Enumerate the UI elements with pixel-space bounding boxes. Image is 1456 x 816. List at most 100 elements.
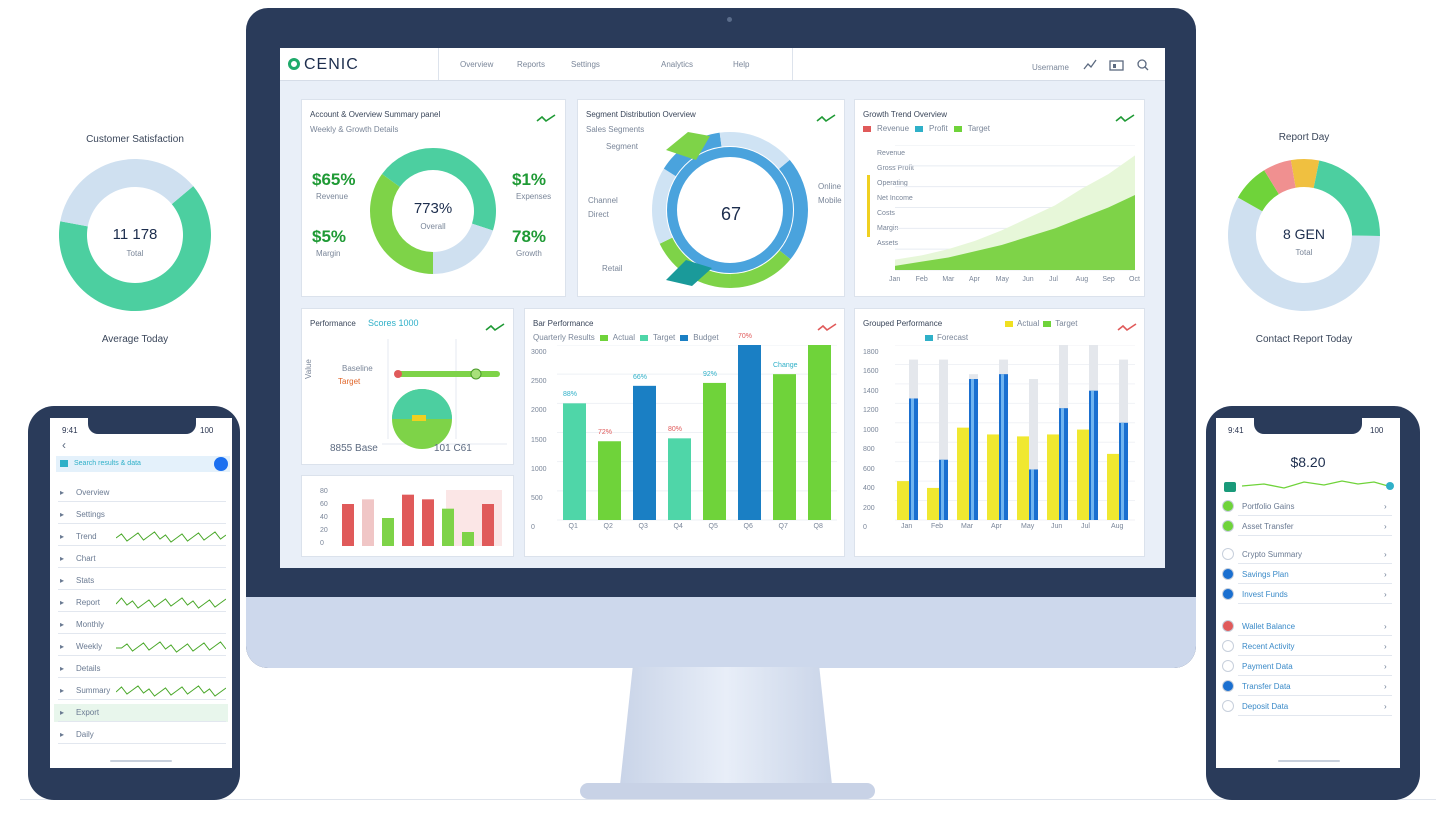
row-divider xyxy=(1238,715,1392,716)
x-tick-label: May xyxy=(1021,523,1035,530)
back-icon[interactable]: ‹ xyxy=(62,438,66,452)
right-phone-list: Portfolio Gains › Asset Transfer › Crypto Su… xyxy=(1216,498,1400,758)
donut-slice xyxy=(1264,160,1296,195)
ring-slice xyxy=(659,237,731,288)
row-divider xyxy=(58,567,226,568)
list-item[interactable]: Transfer Data xyxy=(1242,682,1291,691)
kpi-caption: Margin xyxy=(316,249,341,258)
row-status-icon xyxy=(1222,700,1234,712)
bar xyxy=(668,438,691,520)
bar-data-label: 88% xyxy=(563,391,578,399)
logo-icon xyxy=(288,58,300,70)
row-highlight xyxy=(54,704,228,722)
row-divider xyxy=(1238,603,1392,604)
chevron-right-icon[interactable]: › xyxy=(1384,622,1387,631)
list-item[interactable]: Daily xyxy=(76,730,94,739)
row-status-icon xyxy=(1222,620,1234,632)
row-status-icon xyxy=(1222,520,1234,532)
yellow-bar xyxy=(897,481,909,520)
phone-notch xyxy=(1254,418,1362,434)
blue-bar-highlight xyxy=(1061,408,1064,520)
list-item[interactable]: Monthly xyxy=(76,620,105,629)
filter-button[interactable] xyxy=(214,457,228,471)
list-item[interactable]: Export xyxy=(76,708,100,717)
line-y-label: Value xyxy=(304,359,313,379)
chevron-right-icon[interactable]: › xyxy=(1384,502,1387,511)
area-card: Growth Trend Overview Revenue Profit Tar… xyxy=(854,99,1145,297)
y-tick-label: 40 xyxy=(320,514,328,521)
user-menu[interactable]: Username xyxy=(1032,63,1069,72)
list-item[interactable]: Wallet Balance xyxy=(1242,622,1296,631)
grouped-legend: Forecast xyxy=(925,333,968,342)
grouped-card-title: Grouped Performance xyxy=(863,319,943,328)
list-item[interactable]: Report xyxy=(76,598,101,607)
list-item[interactable]: Payment Data xyxy=(1242,662,1293,671)
list-item[interactable]: Chart xyxy=(76,554,96,563)
ring-label: Direct xyxy=(588,210,609,219)
row-status-icon xyxy=(1222,548,1234,560)
x-tick-label: Jan xyxy=(889,276,901,283)
chart-icon[interactable] xyxy=(1083,59,1097,71)
list-item[interactable]: Overview xyxy=(76,488,110,497)
kpi-caption: Growth xyxy=(516,249,542,258)
grouped-legend: Actual Target xyxy=(1005,319,1077,328)
chevron-right-icon[interactable]: › xyxy=(1384,550,1387,559)
list-item[interactable]: Asset Transfer xyxy=(1242,522,1294,531)
trend-icon xyxy=(485,323,505,332)
chevron-right-icon[interactable]: › xyxy=(1384,570,1387,579)
mini-bar-chart xyxy=(342,490,502,546)
x-tick-label: Apr xyxy=(969,276,980,283)
bar xyxy=(773,374,796,520)
list-item[interactable]: Stats xyxy=(76,576,95,585)
chevron-right-icon[interactable]: › xyxy=(1384,590,1387,599)
mini-bar xyxy=(422,499,434,546)
chevron-right-icon[interactable]: › xyxy=(1384,662,1387,671)
chevron-right-icon[interactable]: › xyxy=(1384,522,1387,531)
chevron-right-icon[interactable]: › xyxy=(1384,642,1387,651)
left-donut-chart xyxy=(59,159,211,311)
nav-reports[interactable]: Reports xyxy=(517,60,546,69)
x-tick-label: Q5 xyxy=(708,523,718,530)
legend-label: Budget xyxy=(693,333,719,342)
chevron-right-icon[interactable]: › xyxy=(1384,682,1387,691)
line-row-label: Baseline xyxy=(342,364,373,373)
sparkline-path xyxy=(116,531,226,543)
nav-overview[interactable]: Overview xyxy=(460,60,494,69)
row-icon: ▸ xyxy=(60,598,65,607)
chevron-right-icon[interactable]: › xyxy=(1384,702,1387,711)
list-item[interactable]: Portfolio Gains xyxy=(1242,502,1295,511)
nav-help[interactable]: Help xyxy=(733,60,750,69)
row-icon: ▸ xyxy=(60,686,65,695)
row-divider xyxy=(58,699,226,700)
list-item[interactable]: Weekly xyxy=(76,642,103,651)
donut-slice xyxy=(433,223,493,274)
x-tick-label: Q2 xyxy=(603,523,613,530)
ring-card-title: Segment Distribution Overview xyxy=(586,110,696,119)
row-divider xyxy=(58,743,226,744)
row-icon: ▸ xyxy=(60,510,65,519)
list-item[interactable]: Settings xyxy=(76,510,105,519)
legend-label: Target xyxy=(1055,319,1078,328)
search-icon[interactable] xyxy=(1137,59,1149,71)
row-icon: ▸ xyxy=(60,664,65,673)
list-item[interactable]: Summary xyxy=(76,686,111,695)
list-item[interactable]: Crypto Summary xyxy=(1242,550,1303,559)
row-divider xyxy=(58,589,226,590)
ring-callout xyxy=(666,132,710,160)
list-item[interactable]: Trend xyxy=(76,532,97,541)
bar xyxy=(703,382,726,520)
list-item[interactable]: Details xyxy=(76,664,101,673)
ring-slice xyxy=(779,159,808,260)
list-item[interactable]: Savings Plan xyxy=(1242,570,1289,579)
folder-icon[interactable] xyxy=(1109,59,1124,71)
app-logo[interactable]: CENIC xyxy=(304,56,359,73)
y-tick-label: 20 xyxy=(320,527,328,534)
yellow-bar xyxy=(1017,436,1029,520)
nav-analytics[interactable]: Analytics xyxy=(661,60,694,69)
list-item[interactable]: Deposit Data xyxy=(1242,702,1289,711)
list-item[interactable]: Recent Activity xyxy=(1242,642,1295,651)
list-item[interactable]: Invest Funds xyxy=(1242,590,1288,599)
nav-settings[interactable]: Settings xyxy=(571,60,600,69)
row-status-icon xyxy=(1222,680,1234,692)
search-bar[interactable]: Search results & data xyxy=(56,456,230,472)
